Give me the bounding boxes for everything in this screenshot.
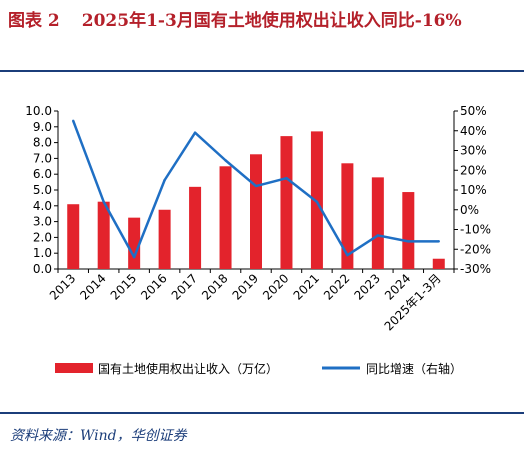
- y-right-tick-label: -10%: [460, 223, 491, 237]
- bar: [371, 177, 384, 269]
- y-right-tick-label: 40%: [460, 124, 487, 138]
- bar: [402, 192, 415, 269]
- bar: [280, 136, 293, 269]
- bar: [67, 204, 80, 269]
- bar: [250, 154, 262, 269]
- y-left-tick-label: 3.0: [33, 215, 52, 229]
- y-right-tick-label: 10%: [460, 183, 487, 197]
- x-tick-label: 2014: [77, 271, 108, 302]
- y-right-tick-label: 50%: [460, 104, 487, 118]
- source-note: 资料来源：Wind，华创证券: [10, 428, 187, 444]
- chart-title: 图表 2 2025年1-3月国有土地使用权出让收入同比-16%: [8, 6, 518, 36]
- y-right-tick-label: 30%: [460, 144, 487, 158]
- line-point: [193, 131, 197, 134]
- bar: [310, 131, 323, 269]
- line-point: [437, 240, 440, 243]
- y-right-tick-label: 0%: [460, 203, 479, 217]
- line-point: [407, 240, 410, 243]
- x-tick-label: 2023: [351, 271, 382, 302]
- y-left-tick-label: 5.0: [33, 183, 52, 197]
- line-point: [254, 184, 258, 188]
- bar: [97, 201, 110, 269]
- y-left-tick-label: 4.0: [33, 199, 52, 213]
- y-left-tick-label: 10.0: [25, 104, 52, 118]
- bar: [128, 217, 141, 269]
- line-point: [346, 253, 349, 257]
- y-left-tick-label: 2.0: [33, 230, 52, 244]
- line-point: [102, 200, 105, 204]
- title-text: 2025年1-3月国有土地使用权出让收入同比-16%: [81, 11, 462, 31]
- y-left-tick-label: 8.0: [33, 136, 52, 150]
- y-left-tick-label: 6.0: [33, 167, 52, 181]
- x-tick-label: 2015: [108, 271, 139, 302]
- y-left-tick-label: 0.0: [33, 262, 52, 276]
- line-series: [72, 119, 440, 259]
- bar: [219, 166, 232, 269]
- y-left-tick-label: 9.0: [33, 120, 52, 134]
- bar: [432, 258, 445, 269]
- x-tick-label: 2022: [321, 271, 352, 302]
- x-tick-label: 2019: [230, 271, 261, 302]
- source-rule: [0, 412, 524, 414]
- y-right-tick-label: -20%: [460, 242, 491, 256]
- line-point: [315, 200, 319, 204]
- legend: 国有土地使用权出让收入（万亿） 同比增速（右轴）: [55, 361, 462, 376]
- x-tick-label: 2016: [138, 271, 169, 302]
- bar: [189, 186, 202, 269]
- bars: [67, 131, 445, 269]
- legend-bar-label: 国有土地使用权出让收入（万亿）: [98, 361, 278, 376]
- title-rule: [0, 70, 524, 72]
- y-left-tick-label: 7.0: [33, 151, 52, 165]
- combo-chart: 0.0 1.0 2.03.0 4.0 5.0 6.0 7.08.0 9.0 10.0 -30% -2…: [25, 104, 491, 376]
- bar: [341, 163, 354, 269]
- line-point: [285, 176, 288, 180]
- line-point: [163, 178, 166, 182]
- bar: [158, 209, 171, 269]
- legend-line-label: 同比增速（右轴）: [366, 361, 462, 376]
- line-point: [224, 159, 227, 162]
- x-tick-label: 2018: [199, 271, 230, 302]
- line-point: [132, 255, 136, 259]
- y-right-tick-label: 20%: [460, 163, 487, 177]
- x-tick-label: 2017: [169, 271, 200, 302]
- figure-label: 图表 2: [8, 11, 60, 31]
- legend-bar-swatch: [55, 363, 93, 373]
- line-point: [376, 234, 380, 237]
- x-tick-label: 2020: [260, 271, 291, 302]
- line-point: [72, 119, 75, 123]
- y-left-tick-label: 1.0: [33, 246, 52, 260]
- y-right-tick-label: -30%: [460, 262, 491, 276]
- x-tick-label: 2021: [291, 271, 322, 302]
